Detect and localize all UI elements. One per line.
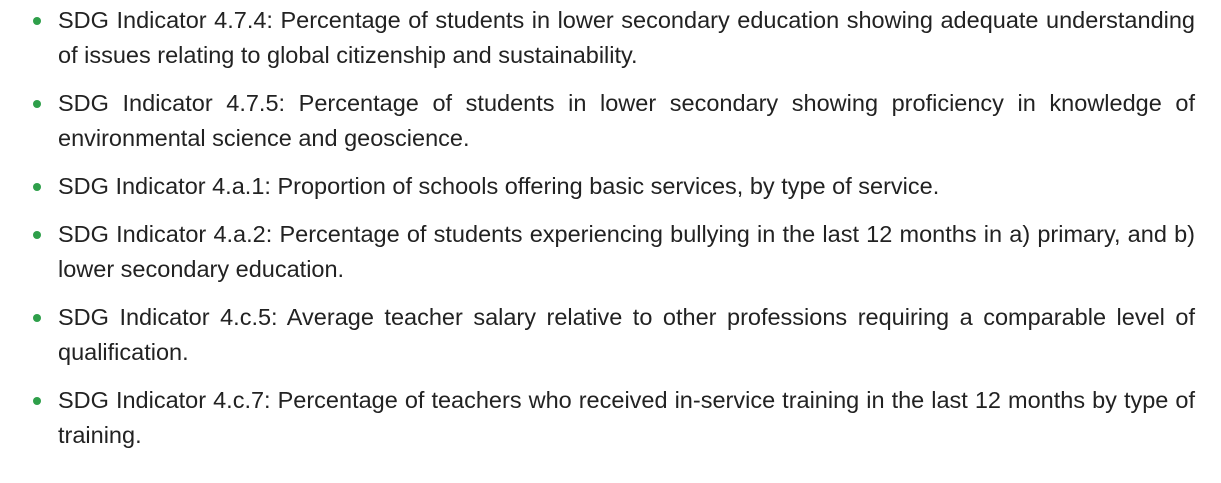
bullet [33,231,41,239]
list-item: SDG Indicator 4.7.4: Percentage of stude… [33,3,1195,73]
item-text: SDG Indicator 4.7.5: Percentage of stude… [58,90,1195,151]
bullet [33,397,41,405]
bullet [33,100,41,108]
list-item: SDG Indicator 4.c.7: Percentage of teach… [33,383,1195,453]
bullet-list: SDG Indicator 4.7.4: Percentage of stude… [33,3,1195,453]
item-text: SDG Indicator 4.a.1: Proportion of schoo… [58,173,940,199]
item-text: SDG Indicator 4.a.2: Percentage of stude… [58,221,1195,282]
bullet [33,314,41,322]
list-item: SDG Indicator 4.7.5: Percentage of stude… [33,86,1195,156]
list-item: SDG Indicator 4.c.5: Average teacher sal… [33,300,1195,370]
item-text: SDG Indicator 4.c.7: Percentage of teach… [58,387,1195,448]
bullet [33,17,41,25]
list-item: SDG Indicator 4.a.1: Proportion of schoo… [33,169,1195,204]
list-item: SDG Indicator 4.a.2: Percentage of stude… [33,217,1195,287]
item-text: SDG Indicator 4.7.4: Percentage of stude… [58,7,1195,68]
item-text: SDG Indicator 4.c.5: Average teacher sal… [58,304,1195,365]
bullet [33,183,41,191]
